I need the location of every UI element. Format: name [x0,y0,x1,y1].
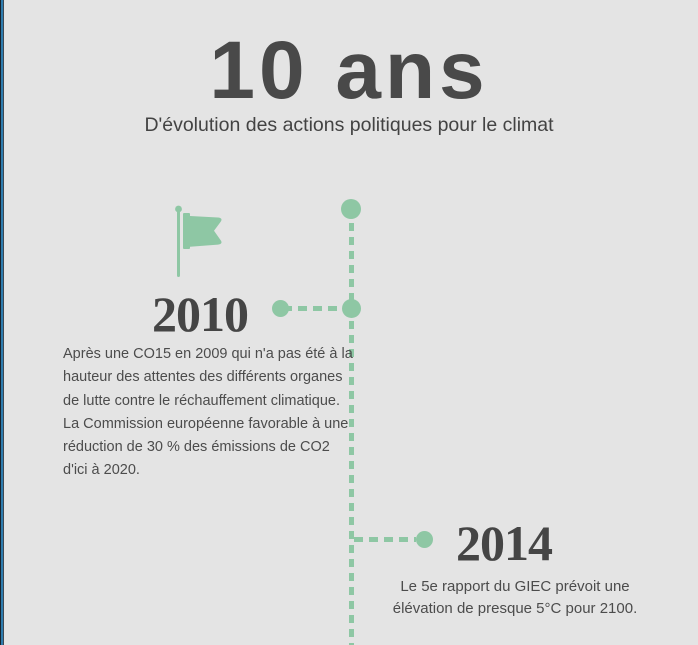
timeline-start-dot [341,199,361,219]
event-year-2014: 2014 [456,515,553,571]
event-year-2010: 2010 [152,286,249,342]
timeline-axis-line [349,209,354,645]
page-subtitle: D'évolution des actions politiques pour … [144,114,554,136]
event-2010-connector-line [283,306,345,311]
event-2010-connector-dot [272,300,289,317]
event-2010-node-dot [342,299,361,318]
event-description-2010: Après une CO15 en 2009 qui n'a pas été à… [63,346,353,479]
flag-icon [175,205,222,277]
page-title: 10 ans [209,25,489,116]
event-2014-connector-line [354,537,416,542]
event-description-2014: Le 5e rapport du GIEC prévoit une élévat… [392,578,638,617]
event-2014-connector-dot [416,531,433,548]
window-left-border [0,0,4,645]
